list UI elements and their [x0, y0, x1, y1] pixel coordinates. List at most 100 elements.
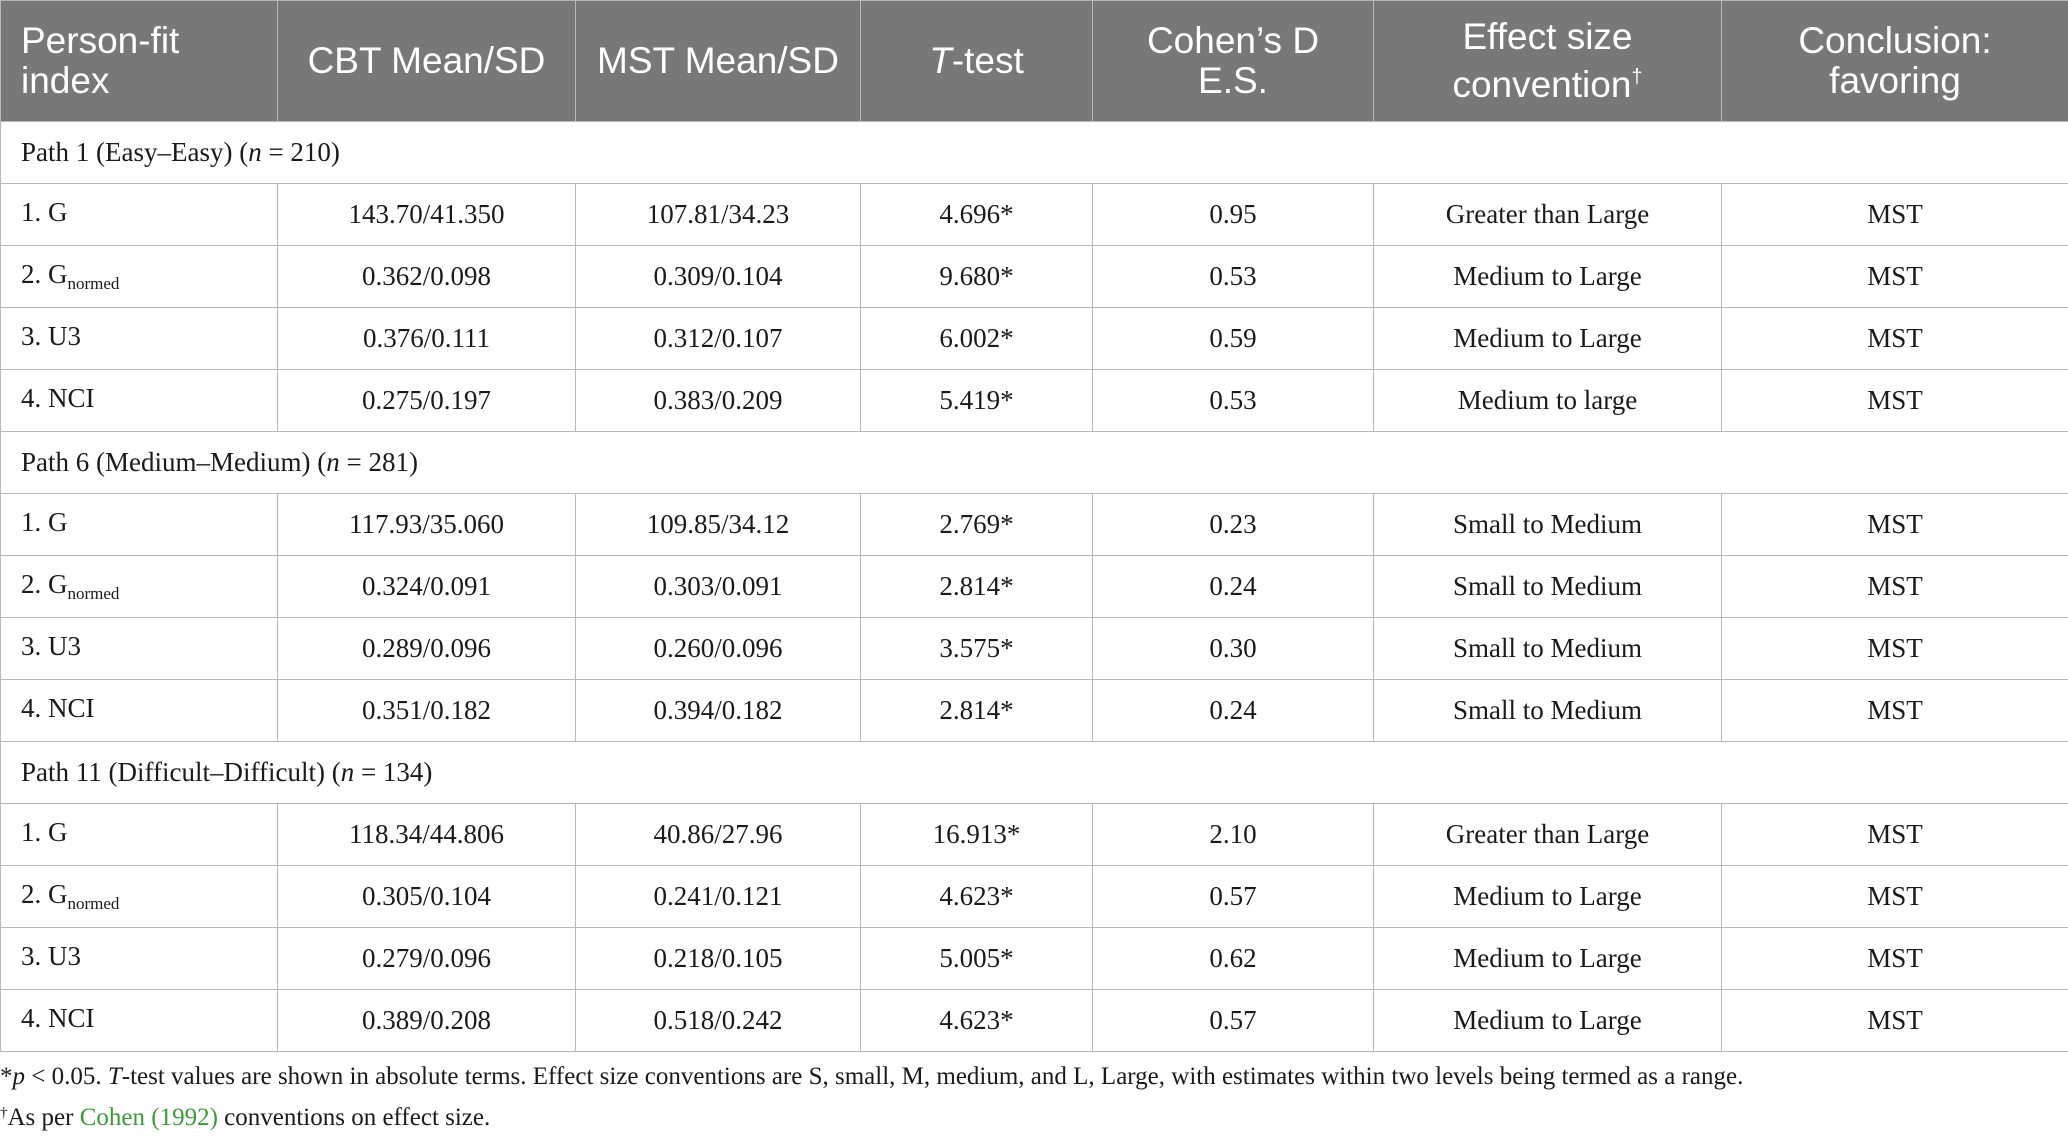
cell-effect: Medium to Large	[1373, 307, 1722, 370]
cell-mst: 109.85/34.12	[575, 493, 861, 556]
header-cohens-d: Cohen’s D E.S.	[1092, 0, 1374, 122]
header-conclusion-line2: favoring	[1829, 60, 1961, 101]
header-cohen-line1: Cohen’s D	[1146, 20, 1320, 61]
footnote-star: *	[0, 1063, 13, 1090]
index-sub: normed	[67, 584, 120, 603]
cell-index: 4. NCI	[0, 679, 278, 742]
index-main: 2. G	[21, 879, 68, 909]
group-n-value: = 134)	[354, 757, 433, 787]
group-n-symbol: n	[326, 447, 340, 477]
cell-cohens-d: 0.30	[1092, 617, 1374, 680]
person-fit-table: Person-fit index CBT Mean/SD MST Mean/SD …	[0, 0, 2068, 1052]
cell-index: 3. U3	[0, 617, 278, 680]
footnote-t: T	[107, 1063, 122, 1090]
table-row: 3. U3 0.289/0.096 0.260/0.096 3.575* 0.3…	[0, 617, 2068, 680]
index-sub: normed	[67, 894, 120, 913]
cell-ttest: 4.623*	[860, 865, 1093, 928]
cell-cbt: 0.324/0.091	[277, 555, 576, 618]
table-row: 1. G 143.70/41.350 107.81/34.23 4.696* 0…	[0, 183, 2068, 246]
index-main: 4. NCI	[21, 693, 95, 723]
index-sub: normed	[67, 274, 120, 293]
cell-favor: MST	[1721, 245, 2068, 308]
group-label-text: Path 6 (Medium–Medium) (	[21, 447, 327, 477]
index-main: 2. G	[21, 569, 68, 599]
cell-favor: MST	[1721, 927, 2068, 990]
cell-ttest: 5.419*	[860, 369, 1093, 432]
cell-ttest: 2.814*	[860, 555, 1093, 618]
cell-cbt: 0.289/0.096	[277, 617, 576, 680]
cell-effect: Small to Medium	[1373, 493, 1722, 556]
index-main: 4. NCI	[21, 383, 95, 413]
cell-index: 4. NCI	[0, 989, 278, 1052]
cell-mst: 0.303/0.091	[575, 555, 861, 618]
header-effect-line1: Effect size	[1462, 16, 1633, 57]
index-main: 3. U3	[21, 321, 81, 351]
group-n-symbol: n	[248, 137, 262, 167]
table-row: 4. NCI 0.275/0.197 0.383/0.209 5.419* 0.…	[0, 369, 2068, 432]
header-conclusion-line1: Conclusion:	[1798, 20, 1992, 61]
cell-mst: 0.218/0.105	[575, 927, 861, 990]
cell-cohens-d: 0.95	[1092, 183, 1374, 246]
header-cohen-line2: E.S.	[1198, 60, 1268, 101]
cell-cbt: 0.351/0.182	[277, 679, 576, 742]
group-label-text: Path 1 (Easy–Easy) (	[21, 137, 249, 167]
cell-cohens-d: 0.24	[1092, 555, 1374, 618]
cell-effect: Small to Medium	[1373, 679, 1722, 742]
header-conclusion: Conclusion: favoring	[1721, 0, 2068, 122]
cell-mst: 0.394/0.182	[575, 679, 861, 742]
cohen-reference-link[interactable]: Cohen (1992)	[79, 1104, 218, 1131]
cell-cbt: 118.34/44.806	[277, 803, 576, 866]
cell-index: 1. G	[0, 803, 278, 866]
cell-cbt: 143.70/41.350	[277, 183, 576, 246]
group-row: Path 11 (Difficult–Difficult) (n = 134)	[0, 741, 2068, 804]
group-n-value: = 281)	[339, 447, 418, 477]
header-effect-dagger: †	[1631, 66, 1643, 88]
cell-cbt: 0.362/0.098	[277, 245, 576, 308]
cell-favor: MST	[1721, 865, 2068, 928]
index-main: 3. U3	[21, 631, 81, 661]
cell-mst: 0.518/0.242	[575, 989, 861, 1052]
index-main: 1. G	[21, 817, 68, 847]
cell-ttest: 2.769*	[860, 493, 1093, 556]
cell-favor: MST	[1721, 555, 2068, 618]
header-index-line1: Person-fit	[21, 20, 180, 61]
cell-favor: MST	[1721, 679, 2068, 742]
cell-index: 2. Gnormed	[0, 245, 278, 308]
cell-mst: 107.81/34.23	[575, 183, 861, 246]
cell-index: 3. U3	[0, 927, 278, 990]
cell-ttest: 3.575*	[860, 617, 1093, 680]
cell-index: 1. G	[0, 493, 278, 556]
footnote-text: -test values are shown in absolute terms…	[121, 1063, 1744, 1090]
cell-favor: MST	[1721, 307, 2068, 370]
group-n-value: = 210)	[261, 137, 340, 167]
cell-cbt: 0.279/0.096	[277, 927, 576, 990]
header-index-line2: index	[21, 60, 110, 101]
cell-ttest: 4.696*	[860, 183, 1093, 246]
cell-ttest: 9.680*	[860, 245, 1093, 308]
cell-index: 4. NCI	[0, 369, 278, 432]
cell-mst: 0.309/0.104	[575, 245, 861, 308]
table-row: 4. NCI 0.389/0.208 0.518/0.242 4.623* 0.…	[0, 989, 2068, 1052]
cell-index: 2. Gnormed	[0, 555, 278, 618]
table-row: 3. U3 0.279/0.096 0.218/0.105 5.005* 0.6…	[0, 927, 2068, 990]
cell-effect: Small to Medium	[1373, 555, 1722, 618]
footnote-p-value: < 0.05.	[25, 1063, 108, 1090]
cell-effect: Small to Medium	[1373, 617, 1722, 680]
cell-cohens-d: 0.62	[1092, 927, 1374, 990]
header-mst: MST Mean/SD	[575, 0, 861, 122]
group-row: Path 1 (Easy–Easy) (n = 210)	[0, 121, 2068, 184]
cell-effect: Medium to Large	[1373, 927, 1722, 990]
cell-cohens-d: 0.57	[1092, 865, 1374, 928]
cell-effect: Greater than Large	[1373, 183, 1722, 246]
cell-cbt: 0.389/0.208	[277, 989, 576, 1052]
index-main: 2. G	[21, 259, 68, 289]
group-n-symbol: n	[340, 757, 355, 787]
footnote-prefix: As per	[7, 1104, 80, 1131]
cell-index: 3. U3	[0, 307, 278, 370]
table-row: 1. G 117.93/35.060 109.85/34.12 2.769* 0…	[0, 493, 2068, 556]
cell-effect: Medium to large	[1373, 369, 1722, 432]
cell-cohens-d: 2.10	[1092, 803, 1374, 866]
footnote-dagger: †	[0, 1105, 8, 1121]
table-row: 4. NCI 0.351/0.182 0.394/0.182 2.814* 0.…	[0, 679, 2068, 742]
table-header: Person-fit index CBT Mean/SD MST Mean/SD …	[0, 0, 2068, 122]
